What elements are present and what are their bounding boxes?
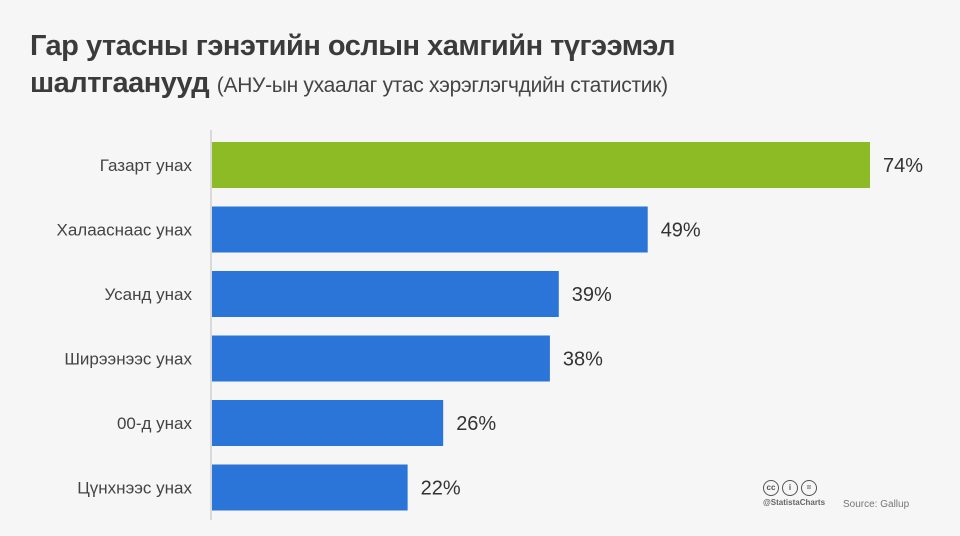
bar [212,335,550,382]
value-label: 22% [421,478,461,500]
footer: cc i = @StatistaCharts [763,480,825,507]
bar [212,271,559,317]
license-icons: cc i = [763,480,825,496]
chart-subtitle: (АНУ-ын ухаалаг утас хэрэглэгчдийн стати… [216,74,668,97]
category-label: Газарт унах [100,156,193,175]
category-label: 00-д унах [117,414,193,433]
source-note: Source: Gallup [843,499,910,510]
chart-title: Гар утасны гэнэтийн ослын хамгийн түгээм… [30,28,930,104]
value-label: 74% [883,155,923,177]
category-label: Халааснаас унах [57,221,193,240]
category-label: Ширээнээс унах [64,350,192,369]
value-label: 38% [563,349,603,371]
statista-handle: @StatistaCharts [763,498,826,507]
bar [212,142,870,188]
title-line-2: шалтгаанууд [30,67,210,99]
bar [212,464,408,511]
value-label: 39% [572,284,612,306]
bar [212,206,648,253]
category-label: Цүнхнээс унах [77,479,192,498]
bar [212,400,444,446]
title-line-1: Гар утасны гэнэтийн ослын хамгийн түгээм… [30,30,676,62]
value-label: 49% [661,220,701,242]
nd-icon: = [801,480,817,496]
category-label: Усанд унах [105,285,193,304]
value-label: 26% [456,413,496,435]
by-icon: i [782,480,798,496]
cc-icon: cc [763,480,779,496]
